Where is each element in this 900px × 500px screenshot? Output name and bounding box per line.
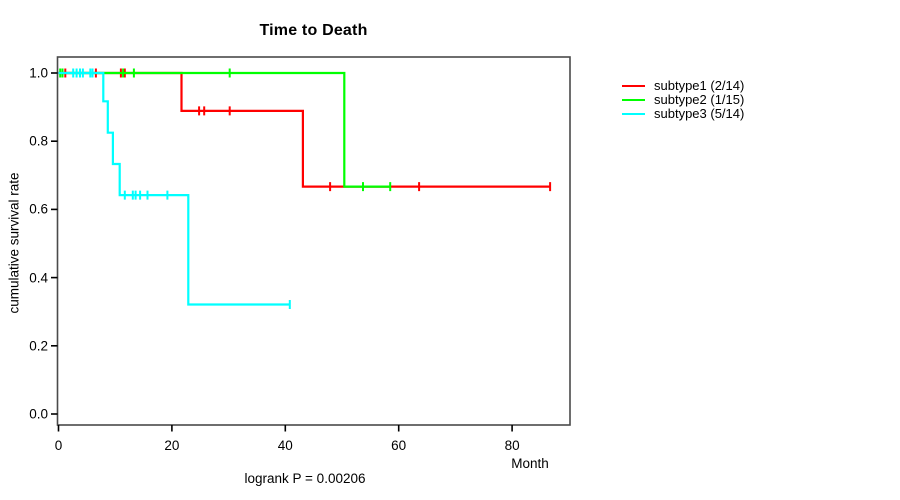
x-tick-label: 80 (504, 438, 520, 453)
series-line-1 (58, 71, 551, 188)
y-tick-label: 0.0 (29, 406, 48, 422)
y-tick-label: 0.8 (29, 133, 48, 149)
y-tick-label: 0.6 (29, 201, 48, 217)
legend-item-2: subtype2 (1/15) (622, 91, 745, 107)
y-tick-label: 0.4 (29, 270, 48, 286)
x-tick-label: 0 (54, 438, 63, 453)
x-tick-label: 60 (391, 438, 407, 453)
x-axis-title: Month (511, 456, 549, 471)
plot-box (56, 56, 571, 426)
censor-marks-3 (72, 68, 291, 309)
x-tick-label: 20 (164, 438, 180, 453)
legend-item-1: subtype1 (2/14) (622, 79, 744, 93)
censor-marks-2 (59, 68, 392, 192)
y-tick-label: 1.0 (29, 65, 48, 81)
y-tick-label: 0.2 (29, 338, 48, 354)
legend-item-3: subtype3 (5/14) (622, 105, 745, 121)
legend-label: subtype3 (5/14) (654, 105, 745, 121)
series-line-3 (58, 71, 290, 306)
censor-marks-1 (64, 68, 552, 192)
legend-line-swatch (622, 112, 645, 115)
legend-line-swatch (622, 84, 645, 88)
legend-label: subtype2 (1/15) (654, 91, 745, 107)
legend-label: subtype1 (2/14) (654, 78, 745, 93)
legend-line-swatch (622, 98, 645, 101)
y-axis-title: cumulative survival rate (6, 172, 22, 314)
chart-title: Time to Death (259, 22, 368, 39)
logrank-annotation: logrank P = 0.00206 (244, 471, 366, 486)
series-line-2 (58, 71, 391, 188)
x-tick-label: 40 (277, 438, 293, 453)
